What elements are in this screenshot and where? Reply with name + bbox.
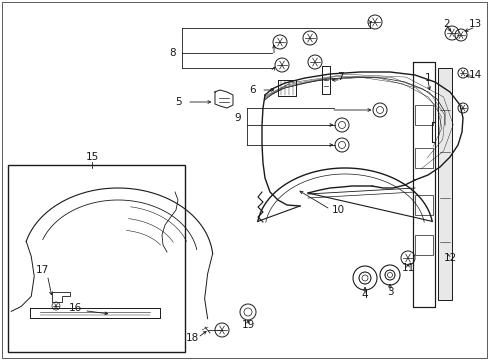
Bar (414, 195, 432, 215)
Text: 19: 19 (241, 320, 254, 330)
Text: 16: 16 (68, 303, 81, 313)
Text: 1: 1 (424, 73, 430, 83)
Bar (414, 235, 432, 255)
Text: 12: 12 (443, 253, 456, 263)
Bar (412, 62, 434, 307)
Text: 8: 8 (169, 48, 176, 58)
Text: 5: 5 (174, 97, 181, 107)
Text: 2: 2 (443, 19, 449, 29)
Text: 3: 3 (386, 287, 392, 297)
Bar (414, 148, 432, 168)
Bar (414, 105, 432, 125)
Text: 15: 15 (85, 152, 99, 162)
Text: 17: 17 (35, 265, 48, 275)
Bar (8, 165, 184, 352)
Text: 14: 14 (468, 70, 481, 80)
Text: 13: 13 (468, 19, 481, 29)
Text: 9: 9 (234, 113, 241, 123)
Bar (437, 68, 451, 300)
Text: 6: 6 (249, 85, 256, 95)
Text: 18: 18 (185, 333, 198, 343)
Text: 7: 7 (336, 72, 343, 82)
Text: 11: 11 (401, 263, 414, 273)
Text: 10: 10 (331, 205, 344, 215)
Text: 4: 4 (361, 290, 367, 300)
